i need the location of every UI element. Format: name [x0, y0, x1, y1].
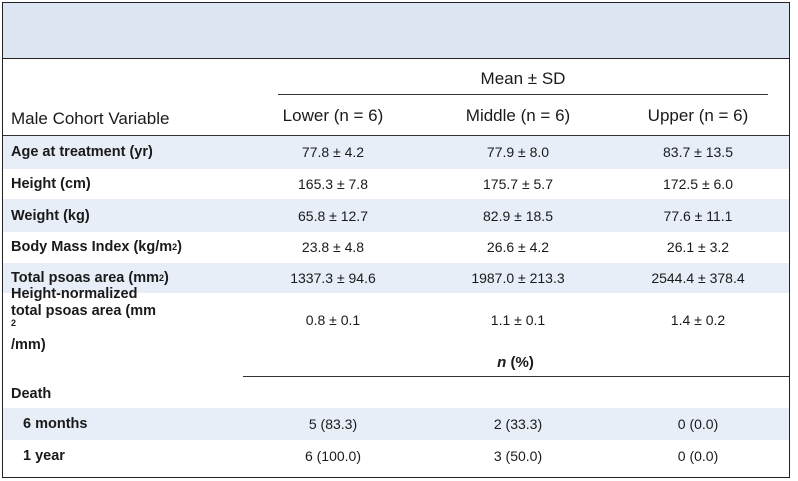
cell-bmi-middle: 26.6 ± 4.2 — [486, 238, 550, 255]
row-band — [3, 199, 789, 232]
cell-weight-upper: 77.6 ± 11.1 — [663, 207, 733, 224]
column-header-lower: Lower (n = 6) — [282, 105, 384, 125]
cell-6-months-middle: 2 (33.3) — [493, 415, 543, 432]
row-band — [3, 263, 789, 293]
cell-height-middle: 175.7 ± 5.7 — [483, 175, 553, 192]
row-label-normalized-line2-close: /mm) — [11, 337, 46, 353]
cell-bmi-upper: 26.1 ± 3.2 — [666, 238, 730, 255]
row-label-normalized-line2: total psoas area (mm 2/mm) — [11, 303, 156, 354]
row-label-bmi: Body Mass Index (kg/m 2) — [11, 238, 183, 255]
cell-6-months-lower: 5 (83.3) — [308, 415, 358, 432]
count-header-rule — [243, 376, 789, 377]
cell-weight-lower: 65.8 ± 12.7 — [298, 207, 368, 224]
group-header: Mean ± SD — [480, 68, 566, 88]
count-header: n (%) — [243, 350, 788, 374]
row-band — [3, 408, 789, 440]
cell-6-months-upper: 0 (0.0) — [677, 415, 719, 432]
row-label-weight: Weight (kg) — [11, 207, 90, 224]
cell-psoas-area-lower: 1337.3 ± 94.6 — [290, 269, 376, 286]
row-label-bmi-text: Body Mass Index (kg/m — [11, 238, 173, 255]
cell-normalized-upper: 1.4 ± 0.2 — [670, 311, 726, 328]
cell-bmi-lower: 23.8 ± 4.8 — [301, 238, 365, 255]
row-label-psoas-area: Total psoas area (mm 2) — [11, 269, 169, 286]
superscript: 2 — [11, 318, 17, 329]
data-table: Mean ± SD Male Cohort Variable Lower (n … — [2, 2, 790, 478]
row-label-6-months: 6 months — [23, 415, 88, 432]
cell-1-year-lower: 6 (100.0) — [304, 447, 362, 464]
row-label-psoas-area-close: ) — [164, 269, 169, 286]
cell-psoas-area-middle: 1987.0 ± 213.3 — [471, 269, 565, 286]
cell-height-upper: 172.5 ± 6.0 — [663, 175, 733, 192]
row-label-height: Height (cm) — [11, 175, 91, 192]
cell-normalized-middle: 1.1 ± 0.1 — [490, 311, 546, 328]
column-header-upper: Upper (n = 6) — [647, 105, 749, 125]
cell-weight-middle: 82.9 ± 18.5 — [483, 207, 553, 224]
count-header-pct: (%) — [506, 353, 534, 371]
row-label-bmi-close: ) — [177, 238, 183, 255]
cell-1-year-upper: 0 (0.0) — [677, 447, 719, 464]
cell-1-year-middle: 3 (50.0) — [493, 447, 543, 464]
row-label-normalized-line1: Height-normalized — [11, 286, 138, 302]
row-label-1-year: 1 year — [23, 447, 65, 464]
count-header-n: n — [497, 353, 507, 371]
column-header-middle: Middle (n = 6) — [465, 105, 571, 125]
row-label-psoas-area-text: Total psoas area (mm — [11, 269, 160, 286]
cell-normalized-lower: 0.8 ± 0.1 — [305, 311, 361, 328]
variable-header: Male Cohort Variable — [11, 108, 170, 128]
row-band — [3, 136, 789, 169]
cell-age-lower: 77.8 ± 4.2 — [301, 143, 365, 160]
header-rule — [3, 135, 789, 136]
row-label-normalized-psoas: Height-normalized total psoas area (mm 2/… — [11, 286, 271, 353]
table-title-band — [3, 3, 789, 59]
cell-age-upper: 83.7 ± 13.5 — [663, 143, 733, 160]
row-label-age: Age at treatment (yr) — [11, 143, 153, 160]
row-label-normalized-line2-text: total psoas area (mm — [11, 303, 157, 319]
group-header-rule — [278, 94, 768, 95]
cell-psoas-area-upper: 2544.4 ± 378.4 — [651, 269, 745, 286]
section-label-death: Death — [11, 385, 52, 402]
cell-height-lower: 165.3 ± 7.8 — [298, 175, 368, 192]
cell-age-middle: 77.9 ± 8.0 — [486, 143, 550, 160]
